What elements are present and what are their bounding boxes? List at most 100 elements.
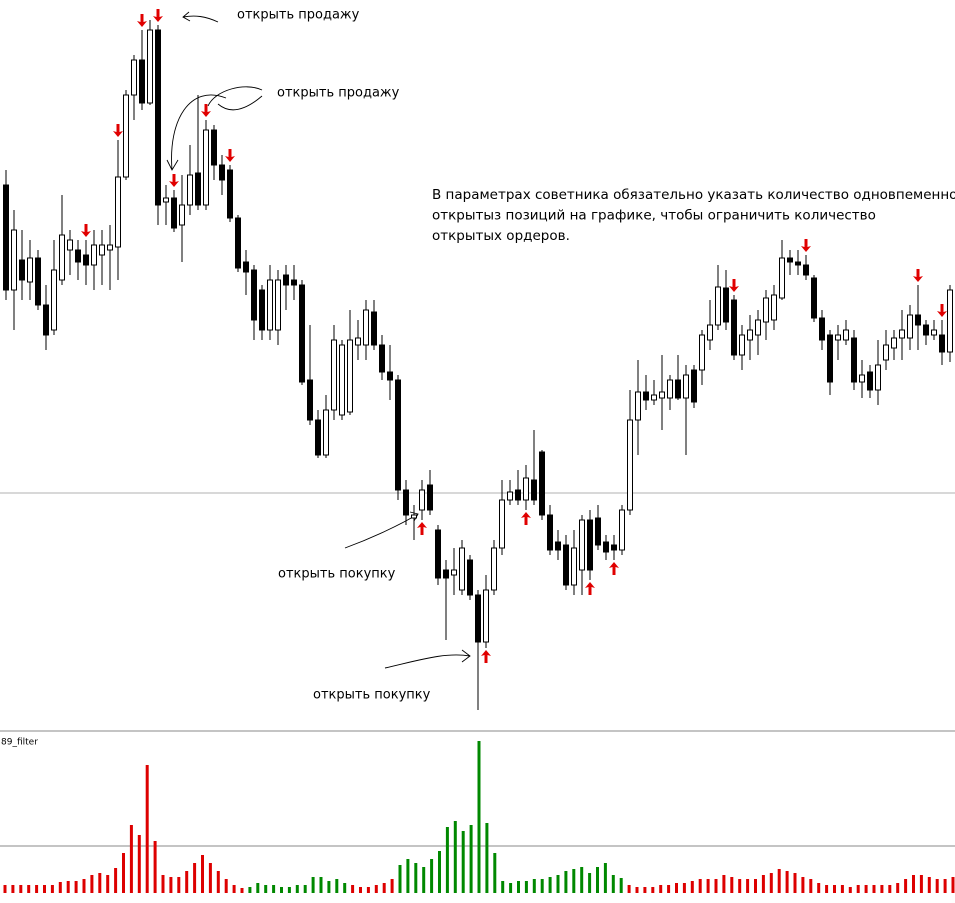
bar: [619, 878, 623, 893]
bar: [98, 873, 102, 893]
candle-body: [859, 374, 865, 383]
bar: [224, 879, 228, 893]
candle-body: [323, 409, 329, 456]
candle-body: [115, 176, 121, 248]
bar: [438, 851, 441, 893]
candle-body: [747, 329, 753, 341]
annotation: открыть продажу: [277, 86, 400, 101]
sell-arrow: [153, 9, 163, 22]
note-line: открытых ордеров.: [432, 228, 570, 244]
bar: [129, 825, 133, 893]
sell-arrow: [729, 279, 739, 292]
candle-body: [635, 391, 641, 421]
candle-body: [355, 337, 361, 346]
bar: [540, 879, 544, 893]
candle-body: [723, 287, 729, 323]
bar: [327, 881, 331, 893]
bar: [493, 853, 497, 893]
bar: [114, 868, 118, 893]
bar: [248, 887, 252, 893]
candle-body: [579, 519, 585, 571]
bar: [801, 877, 805, 893]
bar: [730, 877, 734, 893]
bar: [311, 877, 315, 893]
bar: [714, 879, 718, 893]
bar: [532, 879, 536, 893]
annotation: открыть покупку: [313, 688, 431, 703]
candle-body: [931, 329, 937, 336]
candle-body: [307, 379, 313, 421]
candle-body: [443, 569, 449, 579]
bar: [556, 875, 560, 893]
candle-body: [411, 514, 417, 519]
bar: [682, 883, 686, 893]
bar: [19, 885, 23, 893]
bar: [501, 881, 505, 893]
candle-body: [827, 334, 833, 383]
candle-body: [595, 517, 601, 546]
bar: [319, 877, 323, 893]
candle-body: [811, 277, 817, 319]
bar: [43, 885, 46, 893]
candle-body: [731, 299, 737, 356]
bar: [856, 885, 860, 893]
bar: [216, 871, 220, 893]
bar: [208, 863, 212, 893]
bar: [153, 841, 157, 893]
candle-body: [99, 244, 105, 256]
candle-body: [691, 369, 697, 403]
bar: [430, 859, 434, 893]
bar: [564, 871, 568, 893]
candle-body: [123, 94, 129, 178]
candle-body: [531, 479, 537, 501]
bar: [880, 885, 884, 893]
candle-body: [947, 289, 953, 353]
candle-body: [651, 394, 657, 401]
bar: [74, 881, 78, 893]
candle-body: [83, 254, 89, 266]
bar: [746, 879, 750, 893]
hand-arrow: [166, 86, 263, 171]
candle-body: [683, 374, 689, 399]
bar: [90, 875, 94, 893]
bar: [951, 877, 955, 893]
bar: [185, 871, 189, 893]
bar: [35, 885, 39, 893]
bar: [643, 887, 647, 893]
sell-arrow: [201, 104, 211, 117]
sell-arrow: [937, 304, 947, 317]
bar: [548, 877, 552, 893]
bar: [295, 885, 299, 893]
candle-body: [203, 129, 209, 206]
bar: [453, 821, 457, 893]
buy-arrow: [585, 582, 595, 595]
candle-body: [291, 279, 297, 286]
bar: [943, 879, 947, 893]
bar: [169, 877, 173, 893]
candle-body: [155, 29, 161, 206]
candle-body: [51, 269, 57, 331]
candle-body: [803, 264, 809, 276]
bar: [611, 875, 615, 893]
candle-body: [315, 419, 321, 456]
candle-body: [299, 284, 305, 383]
candle-body: [467, 559, 473, 596]
candle-body: [187, 174, 193, 206]
hand-arrow: [344, 511, 419, 549]
candle-body: [571, 547, 577, 586]
sell-arrow: [81, 224, 91, 237]
candle-body: [379, 344, 385, 373]
candle-body: [539, 451, 545, 516]
candle-body: [619, 509, 625, 551]
annotation: открыть покупку: [278, 567, 396, 582]
candle-body: [523, 477, 529, 501]
bar: [698, 879, 702, 893]
bar: [896, 883, 900, 893]
candle-body: [267, 279, 273, 331]
bar: [651, 887, 655, 893]
candle-body: [371, 311, 377, 346]
candle-body: [763, 297, 769, 323]
bar: [738, 879, 742, 893]
